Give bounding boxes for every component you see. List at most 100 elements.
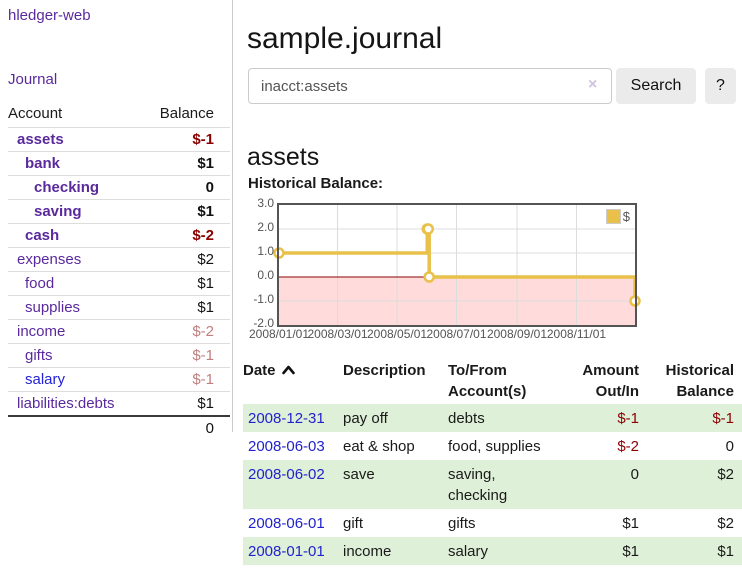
- transaction-date-link[interactable]: 2008-01-01: [248, 543, 325, 560]
- transaction-date-link[interactable]: 2008-06-03: [248, 438, 325, 455]
- page-title: sample.journal: [247, 22, 443, 56]
- accounts-total-row: 0: [8, 415, 230, 440]
- register-header-row: Date Description To/From Account(s) Amoun…: [243, 358, 742, 404]
- account-heading: assets: [247, 142, 320, 171]
- search-button[interactable]: Search: [616, 68, 696, 104]
- account-link-supplies[interactable]: supplies: [25, 299, 81, 316]
- chart-plot-area: [273, 203, 641, 332]
- account-link-income[interactable]: income: [17, 323, 66, 340]
- account-row-cash: cash $-2: [8, 223, 230, 248]
- account-row-gifts: gifts $-1: [8, 343, 230, 368]
- account-balance: $1: [141, 199, 230, 224]
- chart-legend: $: [603, 208, 632, 225]
- account-link-liabilities-debts[interactable]: liabilities:debts: [17, 395, 115, 412]
- account-link-cash[interactable]: cash: [25, 227, 60, 244]
- transaction-date-link[interactable]: 2008-06-01: [248, 515, 325, 532]
- transaction-balance: 0: [725, 438, 734, 455]
- sidebar-divider: [232, 0, 233, 432]
- account-row-food: food $1: [8, 271, 230, 296]
- y-tick-label: 0.0: [257, 268, 274, 282]
- accounts-header-row: Account Balance: [8, 102, 230, 128]
- historical-balance-chart: 3.0 2.0 1.0 0.0 -1.0 -2.0 2008/01/01 2008/03/0…: [248, 196, 742, 348]
- sidebar-item-journal[interactable]: Journal: [8, 71, 58, 88]
- transaction-accounts: saving, checking: [448, 466, 508, 504]
- x-tick-label: 2008/07/01: [426, 327, 487, 341]
- account-balance: $-1: [141, 343, 230, 368]
- x-tick-label: 2008/09/01: [486, 327, 547, 341]
- account-balance: $1: [141, 271, 230, 296]
- transaction-balance: $2: [717, 466, 734, 483]
- account-row-salary: salary $-1: [8, 367, 230, 392]
- register-header-date[interactable]: Date: [243, 358, 343, 404]
- account-balance: $-1: [141, 367, 230, 392]
- account-link-gifts[interactable]: gifts: [25, 347, 53, 364]
- transaction-accounts: salary: [448, 543, 489, 560]
- table-row: 2008-06-03 eat & shop food, supplies $-2…: [243, 432, 742, 460]
- transaction-description: pay off: [343, 410, 388, 427]
- transaction-date-link[interactable]: 2008-12-31: [248, 410, 325, 427]
- account-balance: $1: [141, 295, 230, 320]
- account-row-liabilities-debts: liabilities:debts $1: [8, 391, 230, 416]
- account-balance: $1: [141, 391, 230, 416]
- register-header-amount: Amount Out/In: [582, 362, 639, 400]
- clear-search-icon[interactable]: ×: [588, 76, 598, 93]
- sort-ascending-icon: [281, 360, 295, 381]
- accounts-header-balance: Balance: [159, 105, 214, 122]
- transaction-amount: $-2: [617, 438, 639, 455]
- transaction-accounts: gifts: [448, 515, 476, 532]
- transaction-accounts: food, supplies: [448, 438, 541, 455]
- account-balance: $-2: [141, 223, 230, 248]
- accounts-table: Account Balance assets $-1 bank $1 check…: [8, 102, 230, 440]
- account-row-assets: assets $-1: [8, 127, 230, 152]
- table-row: 2008-06-01 gift gifts $1 $2: [243, 509, 742, 537]
- transaction-date-link[interactable]: 2008-06-02: [248, 466, 325, 483]
- account-link-saving[interactable]: saving: [34, 203, 82, 220]
- table-row: 2008-01-01 income salary $1 $1: [243, 537, 742, 565]
- account-link-food[interactable]: food: [25, 275, 55, 292]
- account-row-saving: saving $1: [8, 199, 230, 224]
- account-row-bank: bank $1: [8, 151, 230, 176]
- x-tick-label: 2008/03/01: [307, 327, 368, 341]
- table-row: 2008-06-02 save saving, checking 0 $2: [243, 460, 742, 509]
- transaction-accounts: debts: [448, 410, 485, 427]
- register-table: Date Description To/From Account(s) Amoun…: [243, 358, 742, 565]
- help-button[interactable]: ?: [705, 68, 736, 104]
- transaction-balance: $-1: [712, 410, 734, 427]
- legend-swatch-icon: [605, 209, 621, 224]
- brand-link[interactable]: hledger-web: [8, 7, 91, 24]
- transaction-amount: $1: [622, 543, 639, 560]
- account-link-assets[interactable]: assets: [17, 131, 64, 148]
- account-row-income: income $-2: [8, 319, 230, 344]
- account-balance: $-2: [141, 319, 230, 344]
- account-link-checking[interactable]: checking: [34, 179, 100, 196]
- x-tick-label: 2008/01/01: [248, 327, 310, 341]
- register-header-historical: Historical Balance: [665, 362, 734, 400]
- y-tick-label: -2.0: [253, 316, 274, 330]
- account-link-bank[interactable]: bank: [25, 155, 61, 172]
- account-balance: $-1: [141, 127, 230, 152]
- chart-title: Historical Balance:: [248, 175, 384, 192]
- y-tick-label: -1.0: [253, 292, 274, 306]
- account-row-supplies: supplies $1: [8, 295, 230, 320]
- register-header-tofrom: To/From Account(s): [448, 362, 527, 400]
- legend-label: $: [622, 209, 630, 224]
- transaction-description: income: [343, 543, 392, 560]
- account-balance: 0: [141, 175, 230, 200]
- account-link-expenses[interactable]: expenses: [17, 251, 82, 268]
- register-header-description: Description: [343, 362, 426, 379]
- transaction-amount: $1: [622, 515, 639, 532]
- transaction-amount: 0: [630, 466, 639, 483]
- transaction-description: gift: [343, 515, 364, 532]
- transaction-description: save: [343, 466, 375, 483]
- accounts-total-value: 0: [141, 415, 230, 440]
- register-header-date-label: Date: [243, 362, 276, 379]
- search-input[interactable]: [248, 68, 612, 104]
- transaction-amount: $-1: [617, 410, 639, 427]
- x-tick-label: 2008/11/01: [546, 327, 607, 341]
- transaction-balance: $1: [717, 543, 734, 560]
- x-tick-label: 2008/05/01: [366, 327, 428, 341]
- account-row-expenses: expenses $2: [8, 247, 230, 272]
- account-link-salary[interactable]: salary: [25, 371, 66, 388]
- account-balance: $2: [141, 247, 230, 272]
